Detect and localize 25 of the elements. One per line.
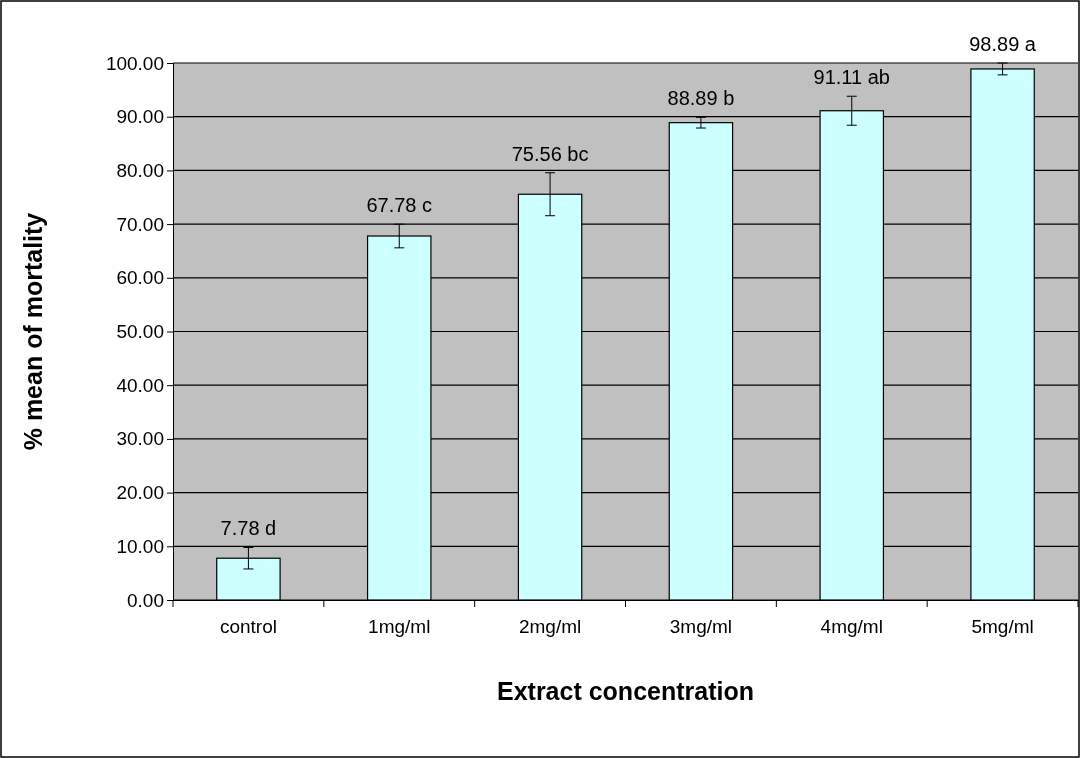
y-tick-label: 90.00 [116,106,164,128]
data-label: 67.78 c [366,194,433,217]
x-tick-label: 3mg/ml [669,616,733,638]
data-label: 98.89 a [969,33,1037,56]
y-tick-label: 10.00 [116,535,164,557]
data-label: 88.89 b [667,87,735,110]
y-tick-label: 50.00 [116,321,164,343]
x-tick-label: 1mg/ml [368,616,431,638]
data-label: 7.78 d [220,517,277,540]
y-tick-label: 20.00 [116,482,164,504]
x-tick-label: 2mg/ml [518,616,582,638]
y-tick-label: 80.00 [116,159,164,181]
x-axis-title: Extract concentration [496,677,755,705]
y-tick-label: 30.00 [116,428,164,450]
x-tick-label: control [219,616,277,638]
data-label: 75.56 bc [511,142,589,165]
y-tick-label: 60.00 [116,267,164,289]
y-tick-label: 0.00 [127,589,164,611]
x-tick-label: 5mg/ml [971,616,1034,638]
data-label: 91.11 ab [813,66,890,89]
x-tick-label: 4mg/ml [820,616,883,638]
y-tick-label: 100.00 [105,52,164,74]
y-tick-label: 40.00 [116,374,164,396]
y-axis-title: % mean of mortality [19,212,47,451]
y-tick-label: 70.00 [116,213,164,235]
